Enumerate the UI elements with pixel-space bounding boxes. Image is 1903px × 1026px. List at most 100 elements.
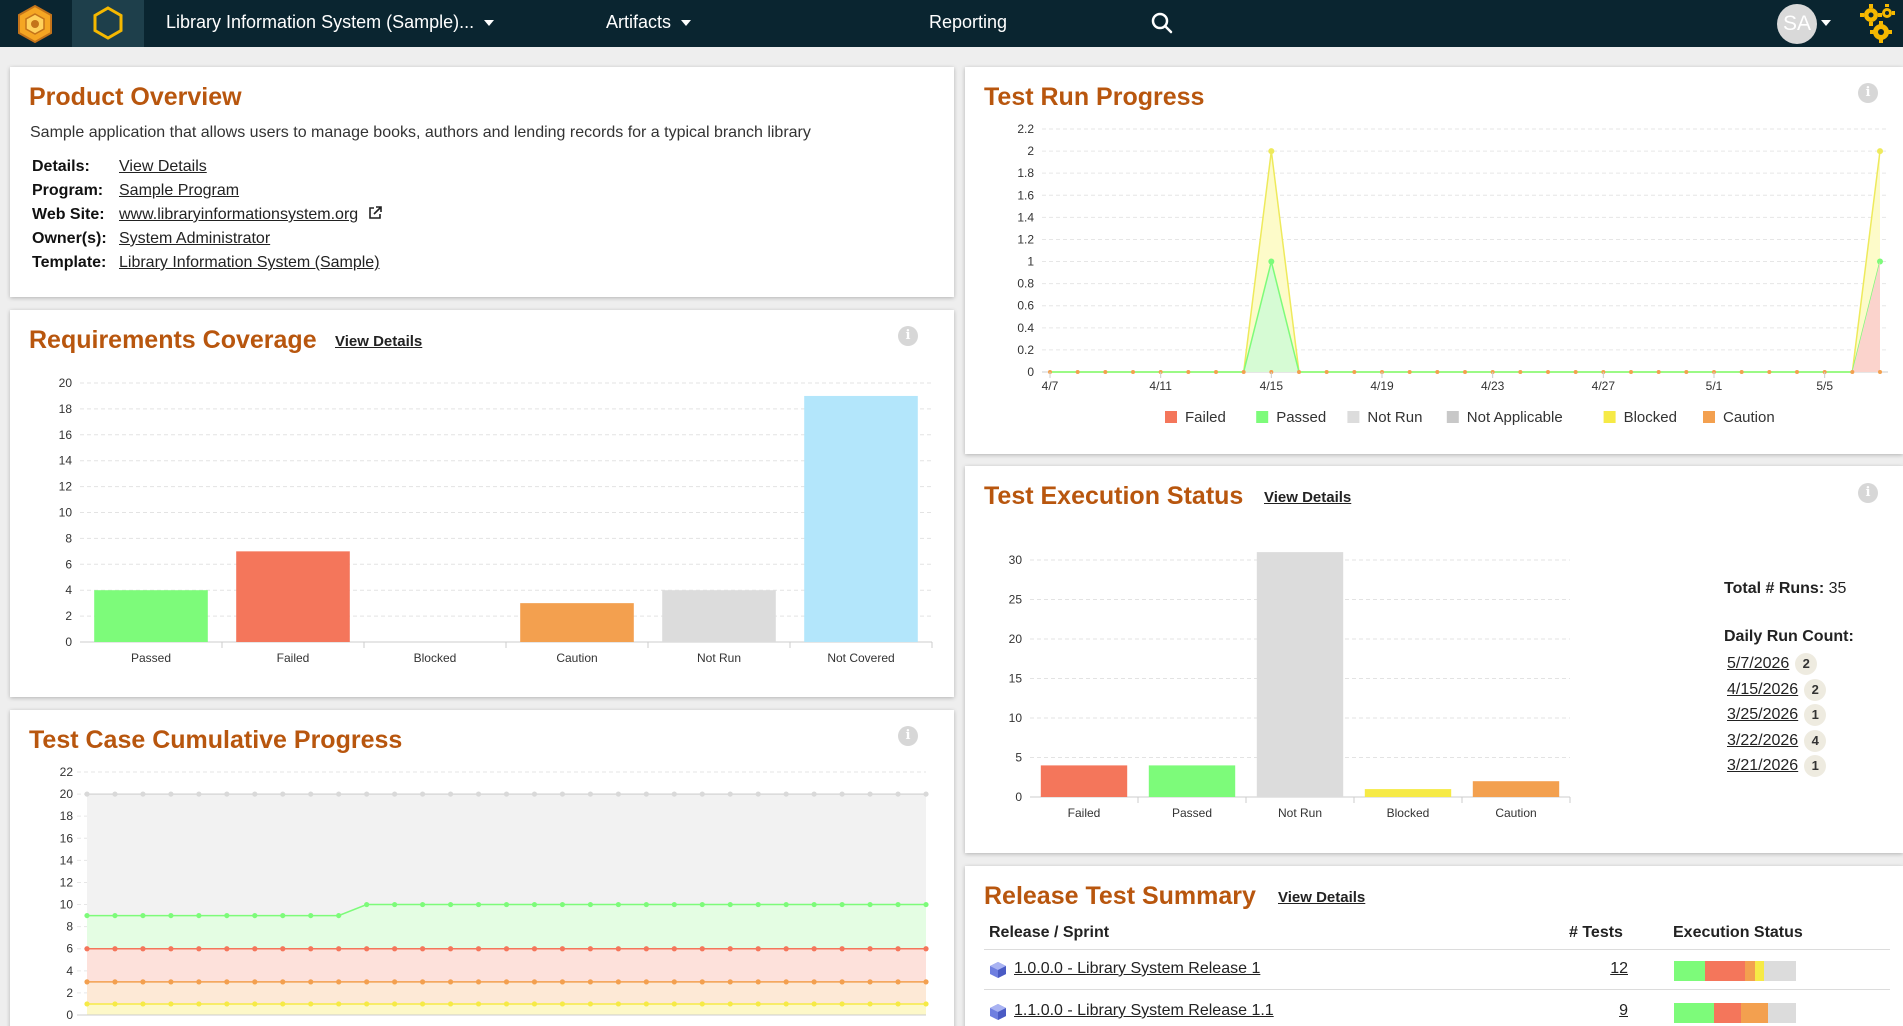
test-count-cell: 12 [1600,960,1628,978]
caution-point [1878,370,1882,374]
data-point [252,979,258,985]
data-point [839,946,845,952]
y-tick-label: 4 [66,964,73,978]
info-icon[interactable]: i [1858,83,1878,103]
status-segment [1714,1003,1742,1023]
data-point [364,979,370,985]
data-point [308,912,314,919]
run-count-badge: 2 [1804,678,1827,701]
data-point [867,946,873,952]
data-point [615,1001,621,1007]
x-tick-label: Not Run [697,651,741,665]
data-point [727,1001,733,1007]
data-point [531,1001,538,1007]
x-tick-label: Failed [1068,806,1101,820]
data-point [643,901,649,908]
column-header-execution-status[interactable]: Execution Status [1673,924,1803,941]
info-icon[interactable]: i [898,326,918,346]
view-details-link[interactable]: View Details [1278,889,1366,906]
data-point [447,946,454,952]
x-tick-label: 4/23 [1481,379,1505,393]
chevron-down-icon[interactable] [1821,20,1831,26]
data-point [112,946,118,952]
test-execution-chart: 0 5 10 15 20 25 30 Failed Passed Not Run Blocked Ca… [1009,552,1571,820]
data-point [392,791,398,797]
run-count-badge: 2 [1795,653,1818,675]
artifacts-label: Artifacts [606,12,672,32]
data-point [224,979,230,985]
run-date-link[interactable]: 5/7/2026 [1727,655,1790,672]
release-name-cell: 1.1.0.0 - Library System Release 1.1 [1014,1002,1274,1020]
website-link[interactable]: www.libraryinformationsystem.org [119,206,359,223]
run-date-link[interactable]: 4/15/2026 [1727,680,1799,698]
data-point [615,901,621,908]
data-point [280,979,286,985]
data-point [699,979,705,985]
legend-swatch [1603,411,1616,423]
execution-status-bar[interactable] [1674,961,1796,981]
run-date-link[interactable]: 3/22/2026 [1727,731,1799,749]
release-link[interactable]: 1.1.0.0 - Library System Release 1.1 [1014,1002,1274,1019]
data-point [559,791,566,797]
project-selector-dropdown[interactable]: Library Information System (Sample)... [166,0,495,47]
y-tick-label: 0 [1015,790,1022,804]
test-count-cell: 9 [1600,1002,1628,1020]
data-point [447,979,454,985]
data-point [811,901,817,908]
data-point [755,979,761,985]
home-button[interactable] [72,0,144,47]
data-point [531,901,538,908]
search-icon[interactable] [1150,11,1174,35]
data-point [112,1001,118,1007]
owner-link[interactable]: System Administrator [119,230,271,247]
y-tick-label: 15 [1009,672,1023,686]
external-link-icon[interactable] [368,206,382,220]
template-link[interactable]: Library Information System (Sample) [119,254,380,271]
test-count-link[interactable]: 9 [1619,1002,1628,1019]
run-date-link[interactable]: 3/21/2026 [1727,757,1799,774]
execution-status-bar[interactable] [1674,1003,1796,1023]
daily-run-row: 4/15/2026 2 [1727,678,1827,701]
y-tick-label: 18 [60,809,74,823]
x-tick-label: Blocked [1387,806,1430,820]
reporting-menu[interactable]: Reporting [929,12,1008,32]
website-label: Web Site: [32,206,105,223]
artifacts-menu[interactable]: Artifacts [606,0,692,47]
data-point [699,1001,705,1007]
y-tick-label: 10 [60,898,74,912]
data-point [671,946,677,952]
panel-title: Release Test Summary [984,882,1256,910]
legend-swatch [1165,411,1177,423]
status-segment [1704,961,1745,981]
gear-icon[interactable] [1857,1,1899,45]
column-header-release[interactable]: Release / Sprint [989,924,1110,941]
data-point [867,901,873,908]
test-case-cumulative-chart: 0 2 4 6 8 10 12 14 16 18 20 22 [60,765,929,1022]
bar-failed [236,551,350,642]
caution-point [1103,370,1108,374]
y-tick-label: 1.6 [1017,188,1034,202]
data-point [420,791,426,797]
run-date-link[interactable]: 3/25/2026 [1727,706,1799,723]
data-point [84,979,90,985]
view-details-link[interactable]: View Details [335,333,423,350]
data-point [224,1001,230,1007]
view-details-link[interactable]: View Details [119,158,207,175]
data-point [587,1001,594,1007]
program-link[interactable]: Sample Program [119,182,240,199]
user-avatar[interactable]: SA [1777,4,1817,44]
requirements-coverage-chart: 0 2 4 6 8 10 12 14 16 18 20 Passed Failed Blocked Caut… [59,376,933,665]
y-tick-label: 30 [1009,553,1023,567]
app-logo-icon[interactable] [14,4,56,44]
column-header-tests[interactable]: # Tests [1569,924,1623,941]
x-tick-label: 4/19 [1370,379,1394,393]
row-divider [984,989,1890,990]
info-icon[interactable]: i [898,726,918,746]
test-count-link[interactable]: 12 [1610,960,1628,977]
data-point [587,791,594,797]
release-link[interactable]: 1.0.0.0 - Library System Release 1 [1014,960,1261,977]
info-icon[interactable]: i [1858,483,1878,503]
y-tick-label: 0.2 [1017,343,1034,357]
view-details-link[interactable]: View Details [1264,489,1352,506]
data-point [727,946,733,952]
